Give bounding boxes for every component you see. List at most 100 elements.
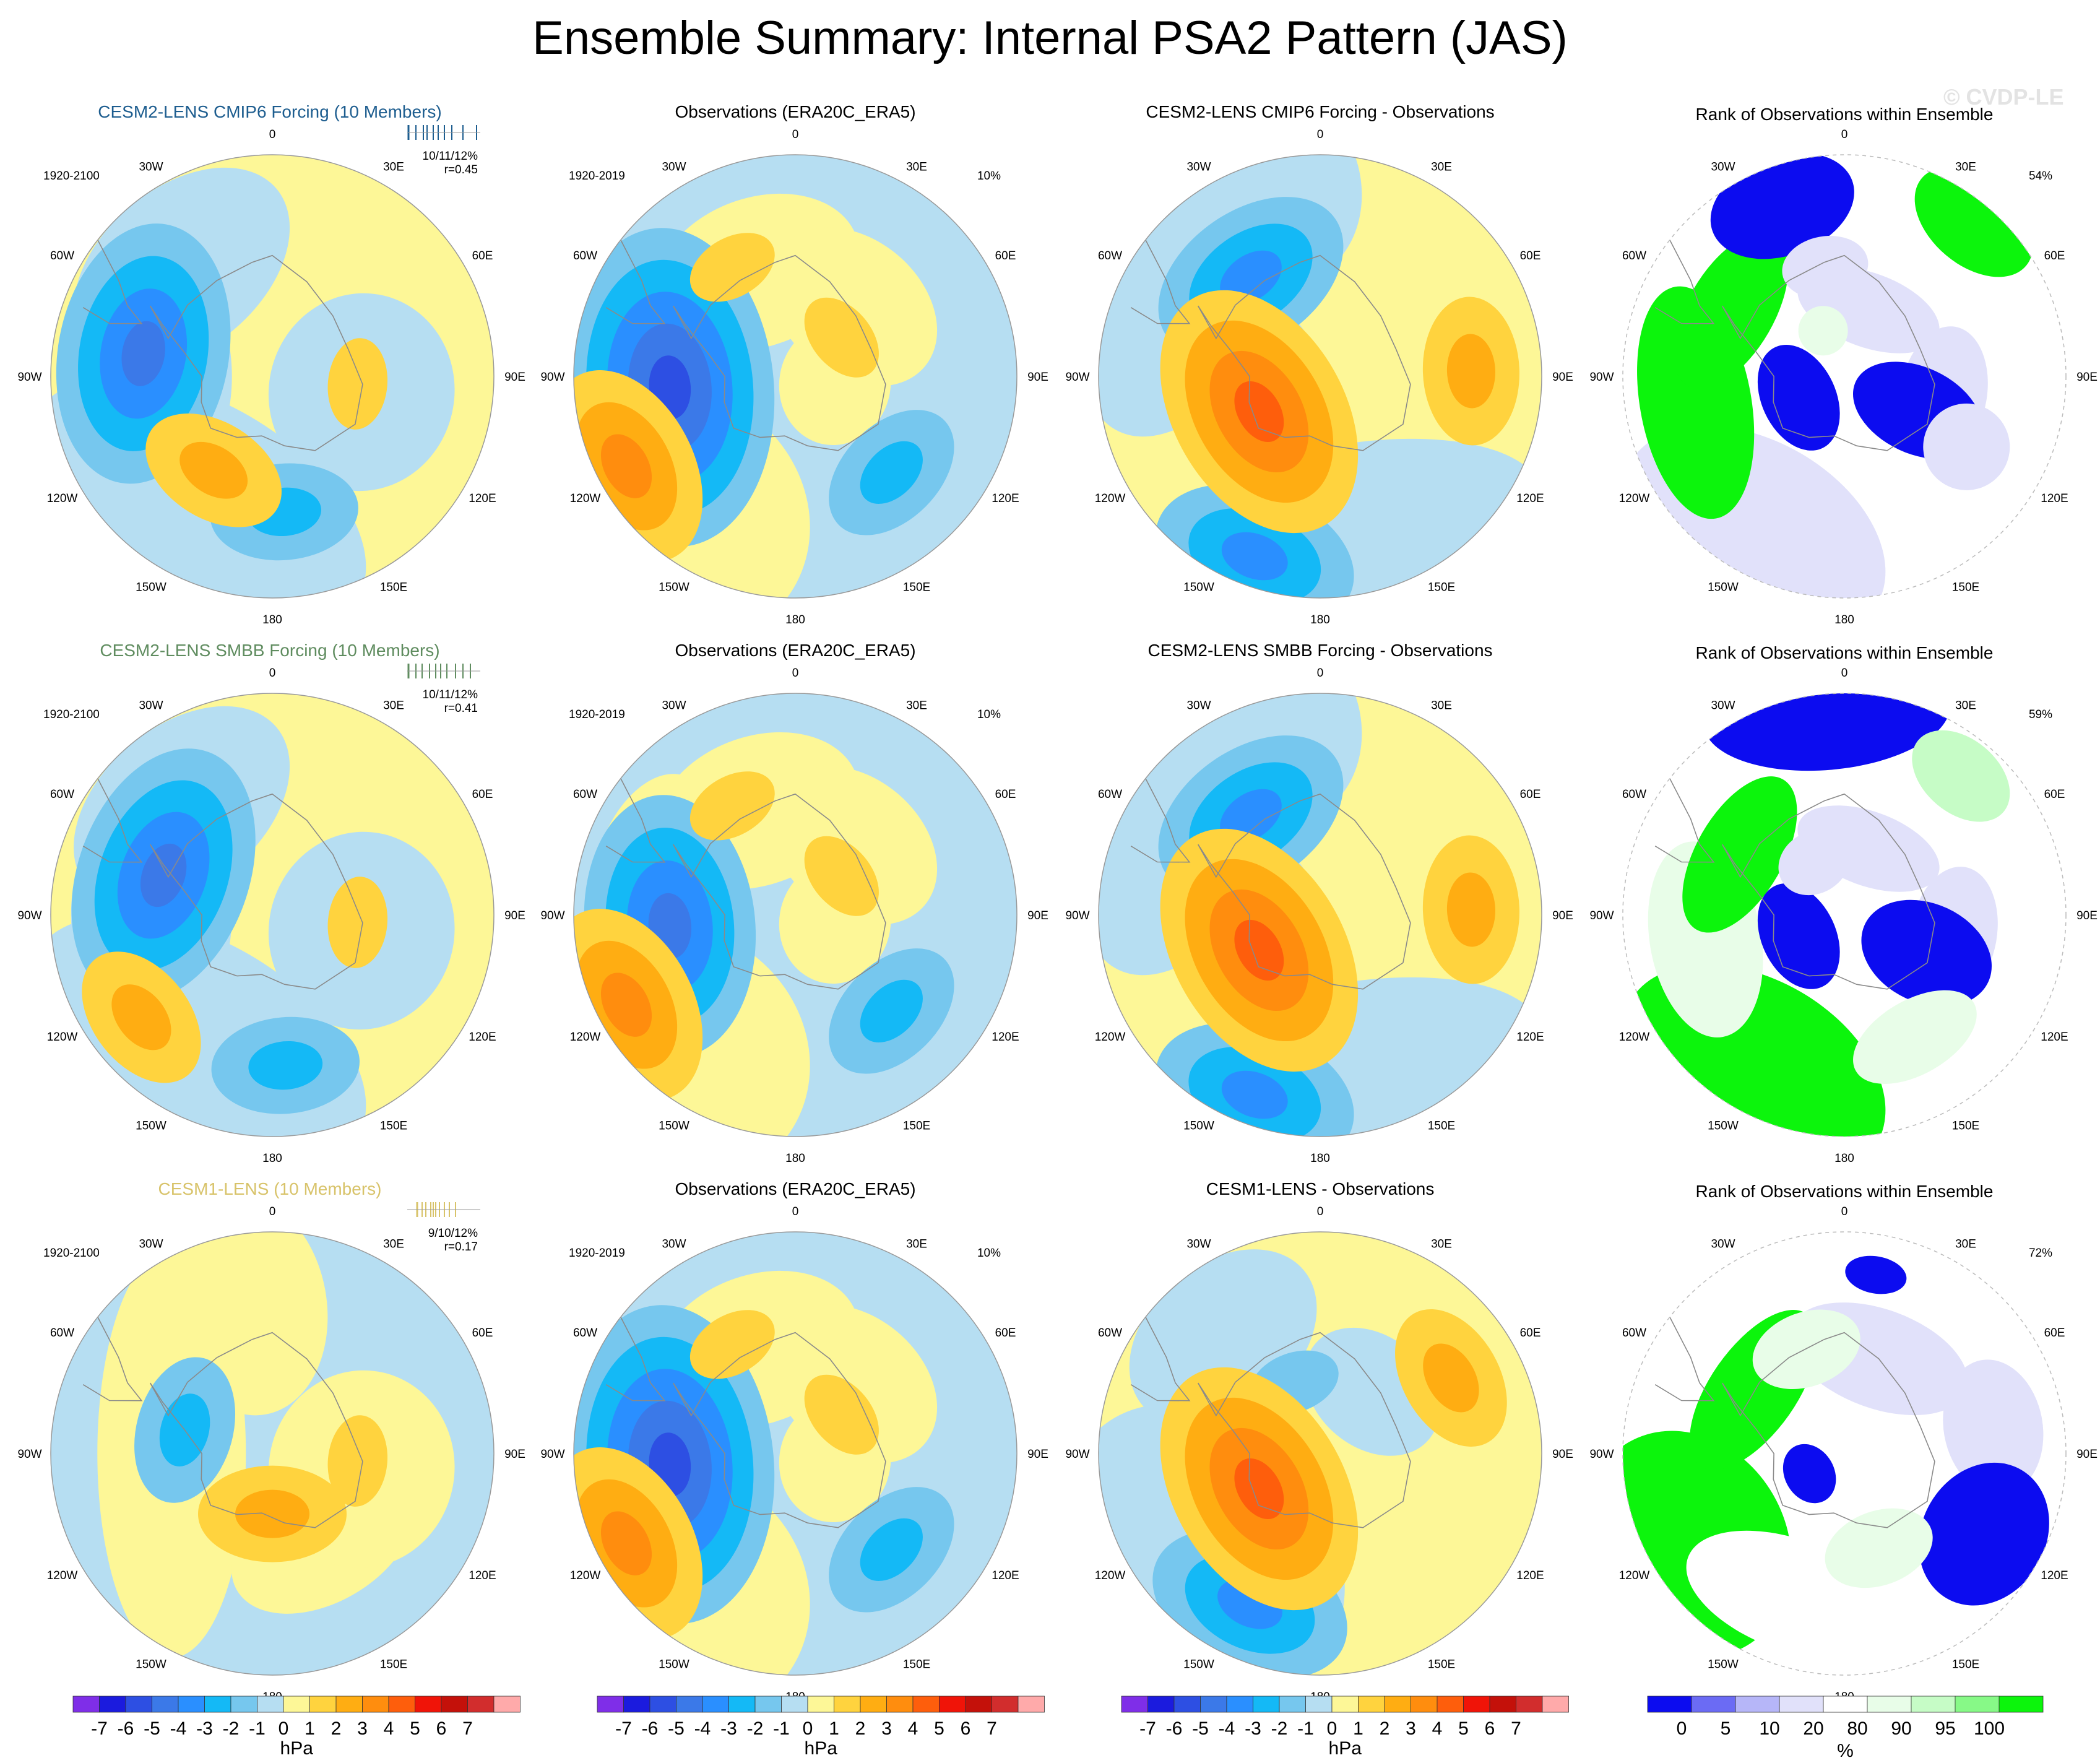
longitude-label-120W: 120W (1095, 492, 1126, 505)
colorbar-box-14 (441, 1696, 468, 1713)
colorbar-tick: 6 (436, 1718, 447, 1739)
rank-title: Rank of Observations within Ensemble (1696, 643, 1994, 662)
longitude-label-0: 0 (1841, 128, 1848, 141)
colorbar-tick: -1 (1297, 1718, 1314, 1739)
longitude-label-60E: 60E (1520, 1327, 1541, 1340)
longitude-label-60W: 60W (1622, 788, 1646, 801)
longitude-label-150E: 150E (1952, 1658, 1979, 1671)
longitude-label-60E: 60E (1520, 249, 1541, 262)
south-america-coast (82, 778, 143, 863)
longitude-label-180: 180 (1834, 613, 1854, 626)
obs-map-field (574, 1232, 1017, 1675)
colorbar-box-16 (493, 1696, 521, 1713)
colorbar-tick: 6 (1485, 1718, 1495, 1739)
rank-map-frame (1622, 1231, 2067, 1676)
colorbar-box-8 (807, 1696, 834, 1713)
watermark: © CVDP-LE (1943, 84, 2064, 110)
diff-map-low-1-level--3 (1221, 1070, 1288, 1119)
colorbar-tick: 5 (934, 1718, 944, 1739)
colorbar-tick: -4 (694, 1718, 711, 1739)
diff-map-field (1099, 155, 1542, 598)
colorbar-tick: -2 (1271, 1718, 1288, 1739)
colorbar-box-2 (1173, 1696, 1201, 1713)
colorbar-tick: -5 (144, 1718, 160, 1739)
longitude-label-30E: 30E (1431, 1238, 1452, 1251)
colorbar-box-4 (1226, 1696, 1253, 1713)
antarctica-coast (1721, 254, 1935, 451)
panel-grid: CESM2-LENS CMIP6 Forcing (10 Members) 192… (17, 102, 2097, 1704)
obs-period: 1920-2019 (569, 708, 625, 721)
longitude-label-90E: 90E (1552, 909, 1573, 922)
model-period: 1920-2100 (43, 708, 100, 721)
model-period: 1920-2100 (43, 170, 100, 183)
longitude-label-60W: 60W (1098, 788, 1122, 801)
figure-title: Ensemble Summary: Internal PSA2 Pattern … (532, 12, 1568, 64)
model-map-high-0-level-2 (179, 441, 248, 499)
rank-map-region-9 (1853, 990, 1977, 1084)
colorbar-tick: -6 (642, 1718, 659, 1739)
longitude-label-0: 0 (1841, 1205, 1848, 1218)
longitude-label-90W: 90W (1589, 909, 1614, 922)
model-map-low-0-level--4 (140, 843, 187, 907)
south-america-coast (1654, 778, 1715, 863)
obs-title: Observations (ERA20C_ERA5) (675, 102, 915, 121)
longitude-label-90W: 90W (17, 909, 41, 922)
rank-map-region-8 (1861, 899, 1992, 1007)
longitude-label-120E: 120E (992, 492, 1019, 505)
colorbar-box-0 (72, 1696, 100, 1713)
colorbar-model: -7 -6 -5 -4 -3 -2 -1 0 1 2 3 4 5 6 7 hPa (72, 1696, 521, 1759)
longitude-label-150W: 150W (1183, 1658, 1214, 1671)
antarctica-coast (149, 1332, 363, 1528)
longitude-label-60W: 60W (1622, 249, 1646, 262)
longitude-label-90E: 90E (504, 909, 525, 922)
colorbar-box-10 (335, 1696, 363, 1713)
observations-panel-3: Observations (ERA20C_ERA5) 1920-2019 10% 0 3… (540, 1179, 1048, 1704)
obs-title: Observations (ERA20C_ERA5) (675, 1179, 915, 1198)
longitude-label-30W: 30W (139, 1238, 163, 1251)
colorbar-tick: 6 (961, 1718, 971, 1739)
colorbar-unit: hPa (280, 1738, 314, 1759)
obs-map-high-0-level-3 (600, 1511, 652, 1575)
model-stats: 10/11/12% (423, 688, 478, 701)
longitude-label-180: 180 (1310, 1152, 1330, 1165)
model-map-high-0-level-2 (111, 984, 171, 1050)
member-ticks (407, 1202, 480, 1217)
member-ticks (407, 664, 480, 678)
colorbar-box-1 (99, 1696, 126, 1713)
rank-colorbar-box-3 (1779, 1696, 1824, 1713)
longitude-label-150W: 150W (136, 581, 166, 594)
colorbar-tick: 2 (1380, 1718, 1390, 1739)
colorbar-box-13 (939, 1696, 966, 1713)
rank-colorbar-tick: 80 (1847, 1718, 1867, 1739)
longitude-label-90E: 90E (1027, 371, 1048, 384)
longitude-label-150E: 150E (903, 1658, 930, 1671)
longitude-label-180: 180 (262, 613, 282, 626)
longitude-label-60E: 60E (1520, 788, 1541, 801)
colorbar-tick: -4 (170, 1718, 187, 1739)
longitude-label-0: 0 (1317, 128, 1324, 141)
longitude-label-90E: 90E (1552, 371, 1573, 384)
rank-map-region-6 (1782, 1444, 1836, 1504)
new-zealand-coast (1877, 1145, 1908, 1169)
rank-map-frame (1622, 154, 2067, 599)
model-map-high-1-level-1 (327, 1415, 388, 1507)
longitude-label-30W: 30W (662, 1238, 686, 1251)
longitude-label-30W: 30W (1186, 161, 1211, 174)
antarctica-coast (672, 793, 886, 990)
rank-map-region-5 (1919, 1462, 2049, 1606)
colorbar-tick: 3 (881, 1718, 892, 1739)
colorbar-tick: 7 (987, 1718, 997, 1739)
obs-map-field (574, 693, 1017, 1137)
south-america-coast (605, 240, 666, 324)
obs-map-low-1-level--2 (860, 441, 923, 504)
colorbar-box-16 (1018, 1696, 1045, 1713)
longitude-label-0: 0 (1317, 667, 1324, 680)
longitude-label-120E: 120E (1516, 492, 1544, 505)
longitude-label-120E: 120E (469, 1031, 496, 1044)
south-america-coast (605, 778, 666, 863)
diff-map-low-0-level--3 (1220, 789, 1282, 843)
colorbar-box-5 (204, 1696, 231, 1713)
colorbar-box-12 (1437, 1696, 1464, 1713)
diff-map-frame (1098, 154, 1542, 599)
